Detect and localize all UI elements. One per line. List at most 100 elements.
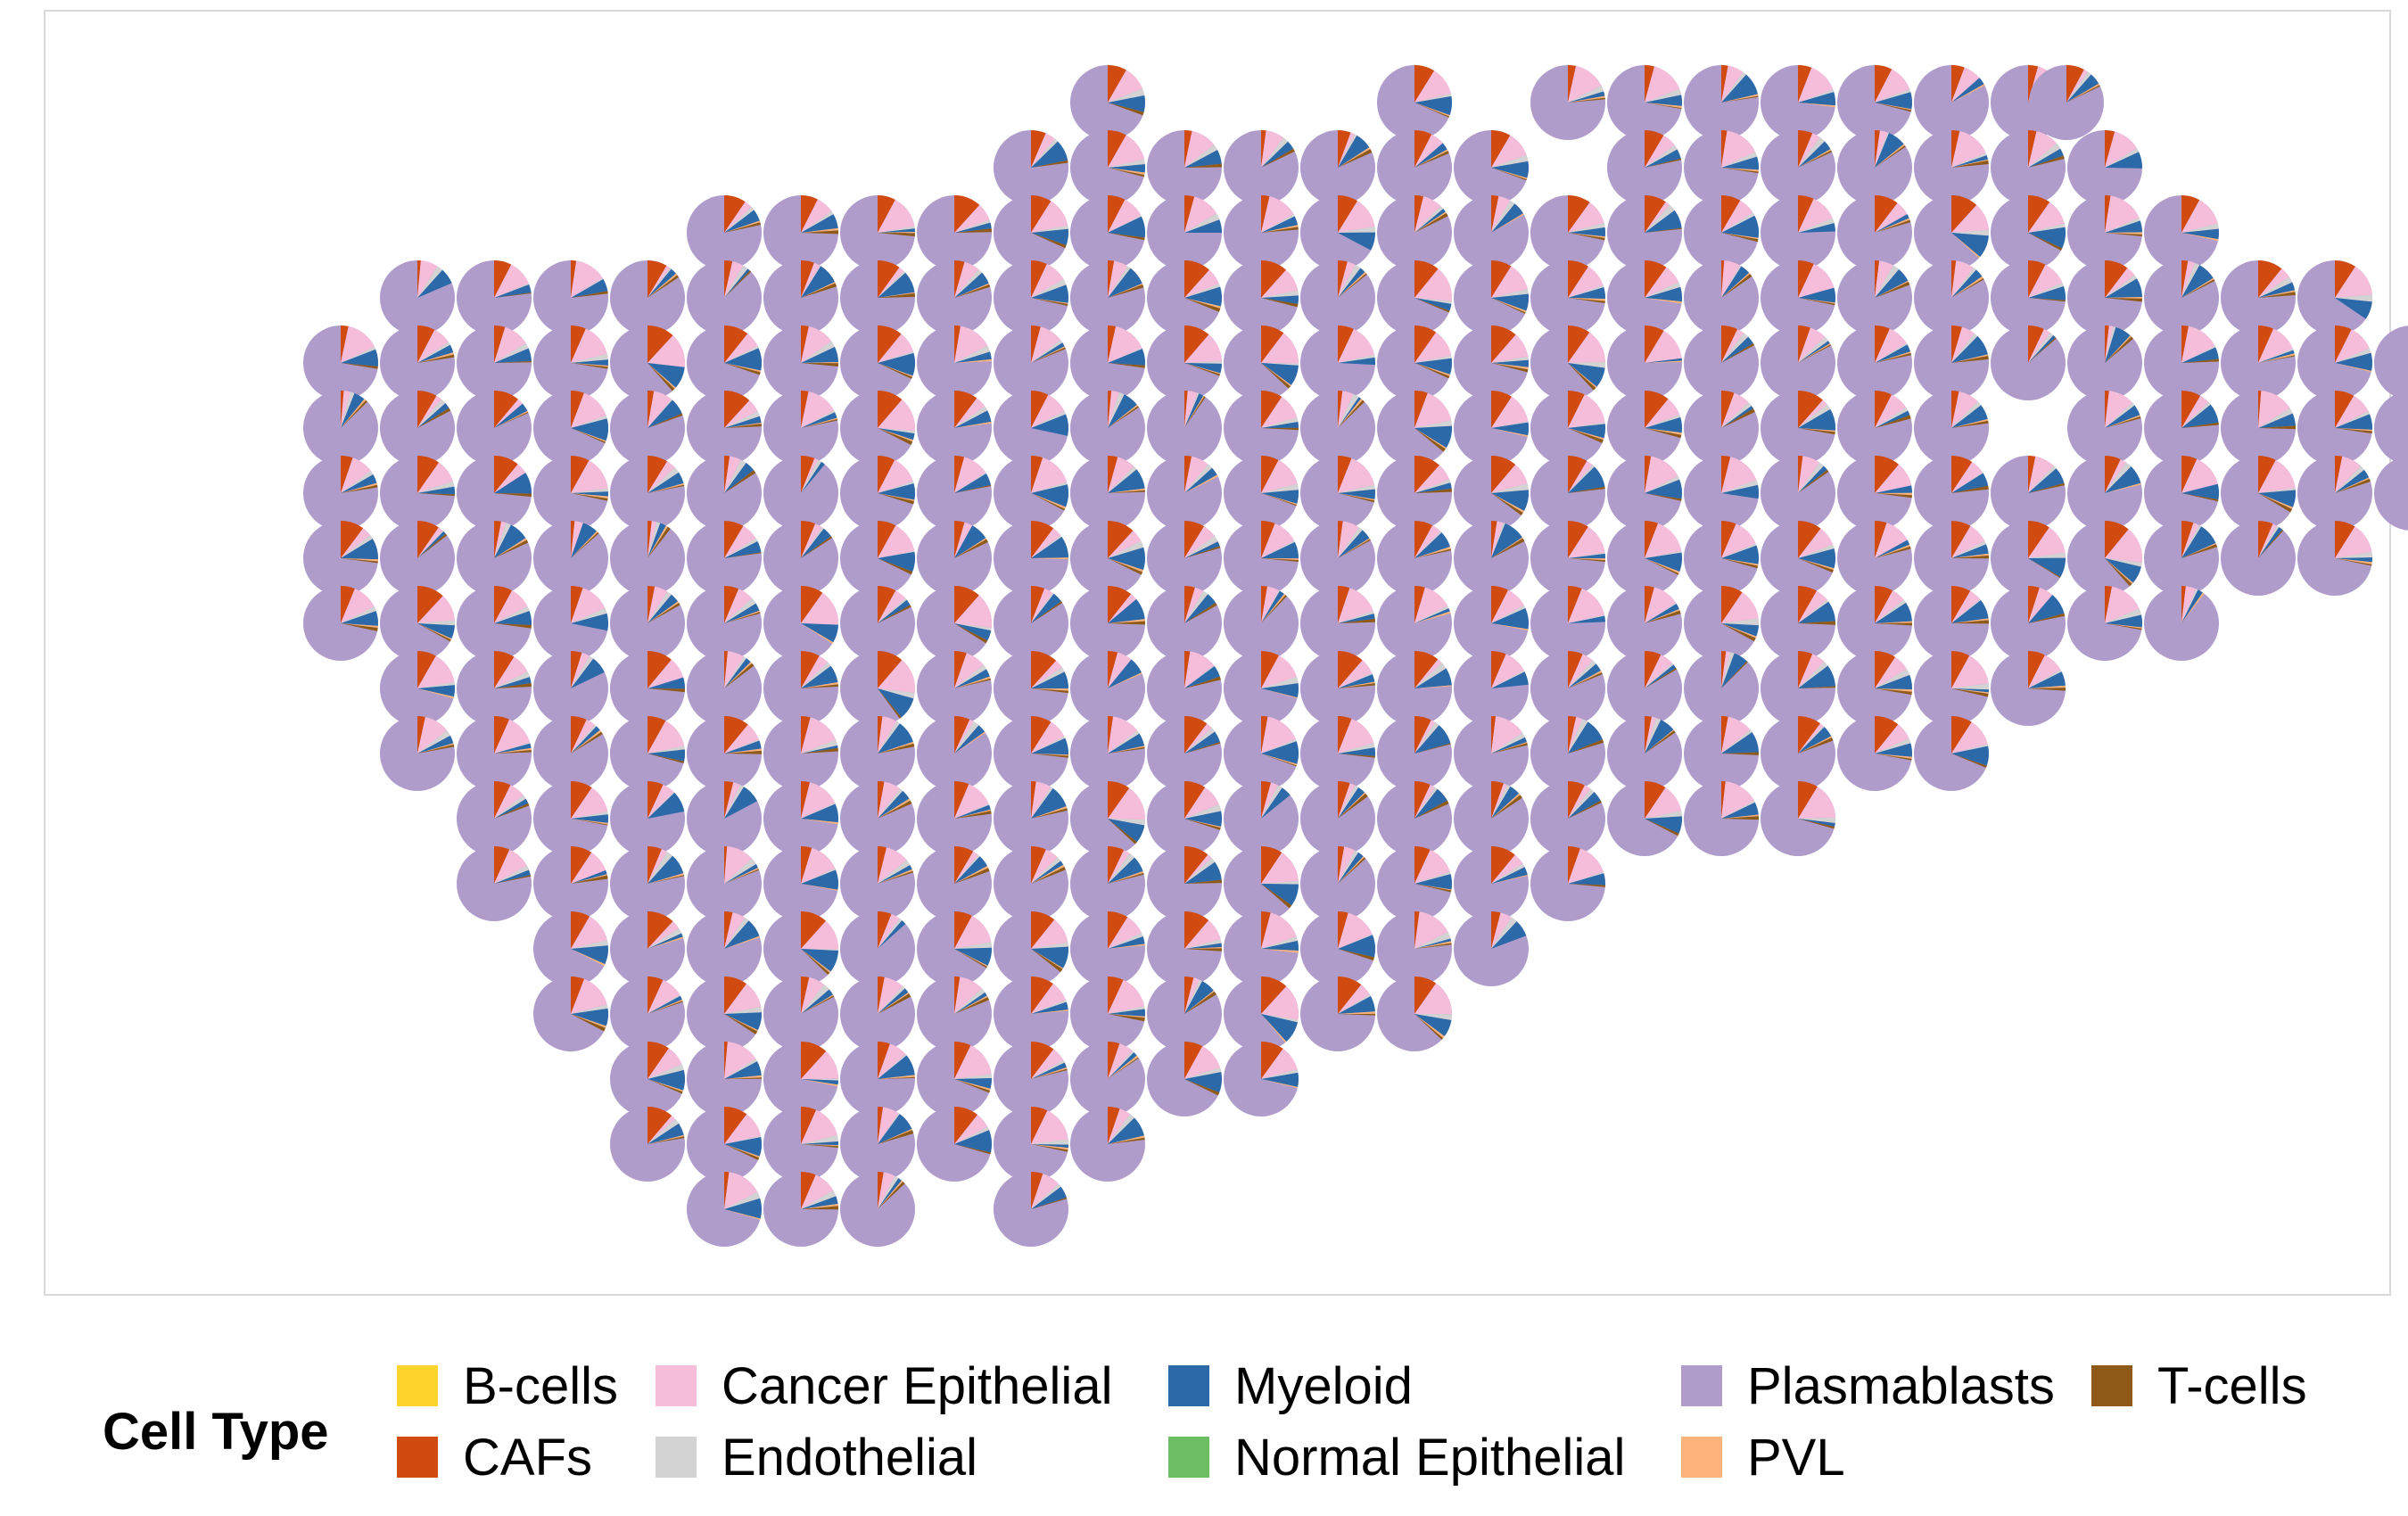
spot-pie xyxy=(380,651,456,726)
spot-pie xyxy=(917,325,992,400)
pie-slice-myeloid xyxy=(1184,943,1222,949)
pie-slice-cafs xyxy=(1721,130,1728,168)
pie-slice-pvl xyxy=(1338,147,1371,168)
pie-slice-cancer-epithelial xyxy=(1338,521,1359,558)
pie-slice-cancer-epithelial xyxy=(724,456,741,493)
pie-slice-endothelial xyxy=(1108,933,1143,949)
pie-slice-myeloid xyxy=(1798,665,1835,688)
pie-slice-t-cells xyxy=(878,800,912,819)
spot-pie xyxy=(380,521,455,596)
pie-slice-t-cells xyxy=(2028,482,2066,493)
pie-slice-cafs xyxy=(2028,260,2046,298)
pie-slice-endothelial xyxy=(1184,803,1222,819)
spot-pie xyxy=(917,260,992,335)
pie-slice-cancer-epithelial xyxy=(647,521,657,558)
pie-slice-t-cells xyxy=(2181,279,2215,298)
pie-slice-t-cells xyxy=(878,363,912,379)
pie-slice-pvl xyxy=(1645,558,1680,574)
spot-pie xyxy=(687,391,762,466)
pie-slice-pvl xyxy=(1414,211,1447,233)
pie-slice-myeloid xyxy=(1645,358,1682,363)
pie-slice-myeloid xyxy=(801,1079,838,1085)
pie-slice-cafs xyxy=(647,976,664,1014)
pie-slice-cafs xyxy=(1568,260,1588,298)
pie-slice-cafs xyxy=(724,911,733,949)
pie-slice-cafs xyxy=(2105,130,2115,168)
pie-slice-pvl xyxy=(1414,428,1447,449)
pie-slice-cafs xyxy=(1108,716,1114,754)
pie-slice-cafs xyxy=(2105,195,2111,233)
pie-slice-myeloid xyxy=(1645,664,1677,688)
spot-pie xyxy=(1147,976,1222,1051)
pie-slice-endothelial xyxy=(724,459,746,493)
pie-slice-myeloid xyxy=(571,945,608,965)
pie-slice-cafs xyxy=(1568,455,1587,493)
pie-slice-myeloid xyxy=(1261,421,1299,428)
pie-slice-myeloid xyxy=(2105,152,2143,169)
pie-slice-pvl xyxy=(1491,168,1528,180)
pie-slice-cafs xyxy=(341,456,353,493)
pie-slice-t-cells xyxy=(494,683,532,688)
pie-slice-cafs xyxy=(571,325,586,363)
pie-slice-endothelial xyxy=(1261,676,1299,688)
pie-slice-cancer-epithelial xyxy=(1798,263,1835,298)
pie-slice-endothelial xyxy=(801,985,829,1014)
spot-pie xyxy=(917,586,992,661)
pie-slice-pvl xyxy=(801,417,837,428)
pie-slice-cancer-epithelial xyxy=(1261,459,1298,493)
pie-slice-myeloid xyxy=(1875,410,1910,428)
pie-slice-cancer-epithelial xyxy=(2105,131,2137,168)
spot-pie xyxy=(994,586,1068,661)
spot-pie xyxy=(2144,456,2220,531)
pie-slice-endothelial xyxy=(2258,276,2293,298)
spot-pie xyxy=(533,391,609,466)
spot-pie xyxy=(1761,781,1836,856)
pie-slice-endothelial xyxy=(2105,275,2137,298)
pie-slice-cancer-epithelial xyxy=(1031,849,1058,884)
pie-slice-myeloid xyxy=(801,266,835,298)
pie-slice-endothelial xyxy=(1338,134,1357,168)
pie-slice-myeloid xyxy=(954,1077,993,1089)
pie-slice-myeloid xyxy=(2258,490,2297,507)
pie-slice-t-cells xyxy=(571,875,608,884)
pie-slice-cancer-epithelial xyxy=(417,260,438,298)
spot-pie xyxy=(1224,780,1299,856)
pie-slice-pvl xyxy=(878,493,915,501)
pie-slice-t-cells xyxy=(494,750,532,754)
pie-slice-endothelial xyxy=(1108,730,1140,754)
pie-slice-pvl xyxy=(878,428,913,442)
pie-slice-t-cells xyxy=(1184,546,1221,558)
pie-slice-pvl xyxy=(1184,298,1221,309)
pie-slice-myeloid xyxy=(878,988,909,1014)
spot-pie xyxy=(994,1042,1068,1116)
spot-pie xyxy=(610,651,686,726)
pie-slice-pvl xyxy=(1568,95,1605,103)
pie-slice-myeloid xyxy=(1645,479,1683,499)
pie-slice-endothelial xyxy=(878,919,903,949)
pie-slice-cafs xyxy=(801,1172,816,1209)
pie-slice-pvl xyxy=(647,601,680,623)
pie-slice-cafs xyxy=(1261,976,1287,1014)
pie-slice-pvl xyxy=(1338,1011,1375,1014)
pie-slice-myeloid xyxy=(1798,466,1827,493)
pie-slice-cafs xyxy=(1261,130,1266,168)
pie-slice-endothelial xyxy=(724,917,749,949)
pie-slice-endothelial xyxy=(801,527,824,558)
pie-slice-pvl xyxy=(954,421,992,428)
pie-slice-t-cells xyxy=(2258,530,2284,558)
pie-slice-cancer-epithelial xyxy=(1568,848,1604,884)
pie-slice-myeloid xyxy=(724,416,762,428)
pie-slice-t-cells xyxy=(1338,1013,1376,1016)
pie-slice-cancer-epithelial xyxy=(1568,785,1591,819)
pie-slice-endothelial xyxy=(417,620,456,626)
pie-slice-cancer-epithelial xyxy=(1645,456,1678,493)
spot-pie xyxy=(1684,456,1759,531)
pie-slice-endothelial xyxy=(1721,480,1758,493)
pie-slice-endothelial xyxy=(1798,599,1829,623)
pie-slice-t-cells xyxy=(1491,363,1529,373)
pie-slice-cancer-epithelial xyxy=(1568,717,1583,754)
pie-slice-myeloid xyxy=(1875,743,1912,757)
pie-slice-t-cells xyxy=(571,363,608,369)
spot-pie xyxy=(2144,260,2219,335)
pie-slice-myeloid xyxy=(1568,287,1606,300)
